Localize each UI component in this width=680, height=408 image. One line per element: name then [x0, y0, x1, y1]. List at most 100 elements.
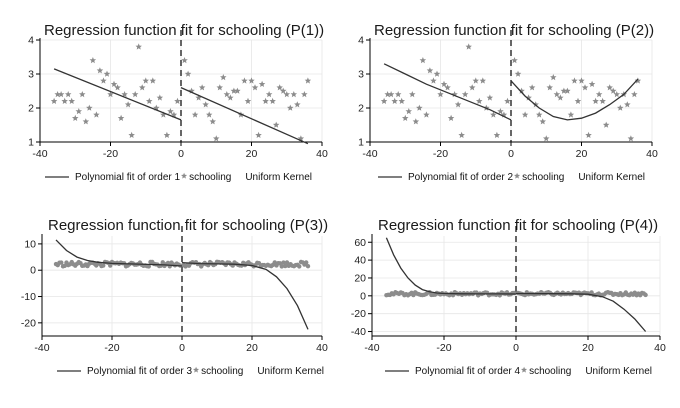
data-point	[101, 263, 106, 268]
data-point	[581, 84, 589, 91]
data-point	[380, 97, 388, 104]
data-point	[227, 94, 234, 101]
legend-marker-swatch	[181, 172, 188, 179]
y-tick-label: 2	[28, 103, 34, 115]
data-point	[304, 260, 309, 265]
y-tick-label: 60	[354, 237, 366, 249]
data-point	[280, 87, 287, 94]
y-tick-label: 40	[354, 255, 366, 267]
data-point	[269, 97, 276, 104]
data-point	[241, 77, 248, 84]
chart-title: Regression function fit for schooling (P…	[48, 217, 328, 234]
y-tick-label: -10	[21, 291, 36, 303]
data-point	[627, 135, 635, 142]
data-point	[398, 97, 405, 104]
x-tick-label: 0	[513, 342, 519, 354]
data-point	[465, 43, 472, 50]
data-point	[521, 111, 529, 118]
data-point	[595, 91, 603, 98]
x-tick-label: 20	[576, 148, 588, 160]
data-point	[57, 91, 65, 98]
data-point	[405, 108, 412, 115]
data-point	[479, 77, 486, 84]
data-point	[149, 77, 156, 84]
data-point	[110, 80, 118, 87]
data-point	[181, 57, 188, 64]
data-point	[617, 104, 624, 111]
data-point	[121, 91, 128, 98]
fit-line-left	[55, 239, 183, 267]
x-tick-label: -20	[433, 148, 448, 160]
x-tick-label: 40	[646, 148, 658, 160]
data-point	[634, 77, 642, 84]
data-point	[135, 43, 142, 50]
data-point	[536, 111, 543, 118]
data-point	[290, 91, 297, 98]
data-point	[416, 104, 423, 111]
data-point	[454, 101, 462, 108]
data-point	[96, 67, 104, 74]
data-point	[62, 263, 67, 269]
data-point	[504, 97, 511, 104]
data-point	[170, 111, 178, 118]
y-tick-label: 3	[28, 69, 34, 81]
data-point	[262, 97, 269, 104]
y-tick-label: 4	[358, 35, 364, 47]
data-point	[61, 97, 68, 104]
data-point	[160, 260, 165, 265]
data-point	[72, 114, 79, 121]
data-point	[447, 114, 455, 121]
legend-entry-fit: Polynomial fit of order 3	[87, 366, 192, 377]
data-point	[256, 260, 262, 266]
chart-panel-p1: Regression function fit for schooling (P…	[28, 22, 328, 183]
legend-marker-swatch	[514, 172, 521, 179]
data-point	[592, 97, 599, 104]
data-point	[124, 101, 132, 108]
x-tick-label: 20	[582, 342, 594, 354]
data-point	[486, 94, 494, 101]
legend-entry-kernel: Uniform Kernel	[245, 172, 312, 183]
data-point	[539, 118, 546, 125]
legend-entry-kernel: Uniform Kernel	[257, 366, 324, 377]
data-point	[230, 87, 238, 94]
y-tick-label: 4	[28, 35, 34, 47]
chart-title: Regression function fit for schooling (P…	[374, 22, 654, 39]
data-point	[624, 101, 631, 108]
data-point	[571, 77, 578, 84]
data-point	[82, 118, 90, 125]
data-point	[294, 101, 301, 108]
data-point	[165, 260, 171, 266]
data-point	[613, 91, 620, 98]
data-point	[287, 104, 294, 111]
data-point	[100, 77, 107, 84]
x-tick-label: -20	[436, 342, 451, 354]
data-point	[251, 84, 259, 91]
data-point	[213, 135, 220, 142]
x-tick-label: -40	[32, 148, 47, 160]
data-point	[167, 108, 174, 115]
data-point	[610, 87, 617, 94]
data-point	[255, 131, 262, 138]
fit-line-right	[515, 292, 647, 332]
data-point	[142, 77, 149, 84]
y-tick-label: 10	[24, 238, 36, 250]
data-point	[395, 91, 402, 98]
data-point	[543, 135, 550, 142]
legend-entry-data: schooling	[522, 172, 564, 183]
x-tick-label: 20	[246, 148, 258, 160]
x-tick-label: -40	[364, 342, 379, 354]
data-point	[146, 97, 153, 104]
data-point	[68, 97, 75, 104]
data-point	[567, 111, 575, 118]
data-point	[265, 91, 273, 98]
legend-entry-data: schooling	[529, 366, 571, 377]
legend-entry-data: schooling	[189, 172, 231, 183]
y-tick-label: 2	[358, 103, 364, 115]
data-point	[585, 131, 592, 138]
data-point	[209, 118, 216, 125]
data-point	[458, 131, 465, 138]
data-point	[497, 108, 504, 115]
x-tick-label: 0	[178, 148, 184, 160]
x-tick-label: -20	[103, 148, 118, 160]
data-point	[511, 57, 518, 64]
